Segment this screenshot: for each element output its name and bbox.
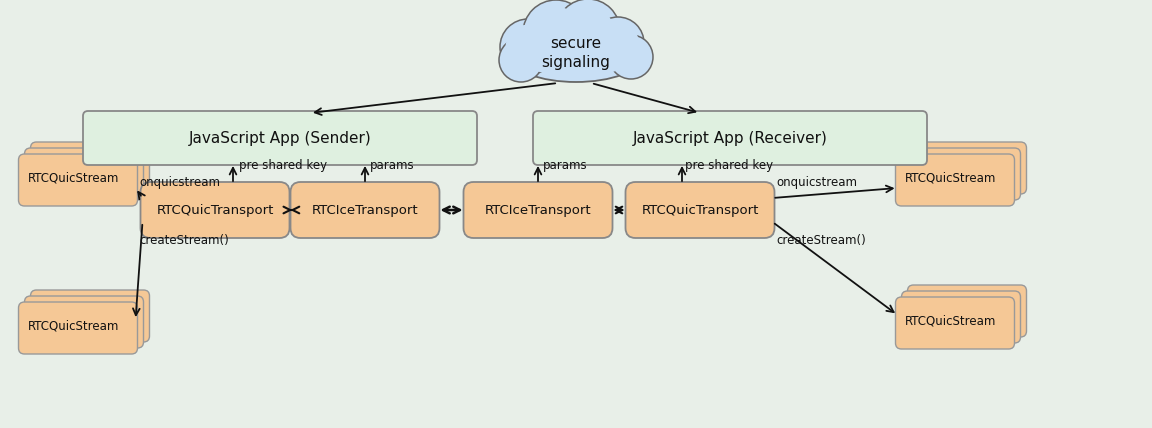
FancyBboxPatch shape [895,154,1015,206]
FancyBboxPatch shape [18,154,137,206]
Text: onquicstream: onquicstream [139,175,220,188]
Ellipse shape [517,38,635,76]
Circle shape [609,35,653,79]
Circle shape [530,6,583,59]
Circle shape [523,0,589,66]
Text: params: params [370,159,415,172]
FancyBboxPatch shape [626,182,774,238]
Circle shape [562,6,614,56]
FancyBboxPatch shape [902,148,1021,200]
Text: RTCQuicStream: RTCQuicStream [29,319,120,333]
FancyBboxPatch shape [895,297,1015,349]
Text: onquicstream: onquicstream [776,175,857,188]
Text: JavaScript App (Sender): JavaScript App (Sender) [189,131,371,146]
FancyBboxPatch shape [83,111,477,165]
Text: createStream(): createStream() [776,234,866,247]
FancyBboxPatch shape [533,111,927,165]
Circle shape [613,39,649,74]
Circle shape [503,42,539,77]
FancyBboxPatch shape [908,285,1026,337]
Ellipse shape [511,32,641,82]
Circle shape [506,24,551,69]
FancyBboxPatch shape [30,142,150,194]
Text: RTCIceTransport: RTCIceTransport [485,203,591,217]
Circle shape [592,17,644,69]
FancyBboxPatch shape [908,142,1026,194]
Circle shape [499,38,543,82]
Text: RTCQuicStream: RTCQuicStream [905,172,996,184]
Text: pre shared key: pre shared key [685,159,773,172]
FancyBboxPatch shape [902,291,1021,343]
Text: secure
signaling: secure signaling [541,36,611,70]
FancyBboxPatch shape [141,182,289,238]
Text: pre shared key: pre shared key [238,159,327,172]
Text: params: params [543,159,588,172]
FancyBboxPatch shape [24,148,144,200]
Circle shape [556,0,620,63]
Circle shape [597,22,639,64]
Circle shape [500,19,556,75]
Text: RTCIceTransport: RTCIceTransport [312,203,418,217]
FancyBboxPatch shape [24,296,144,348]
Text: JavaScript App (Receiver): JavaScript App (Receiver) [632,131,827,146]
FancyBboxPatch shape [290,182,440,238]
FancyBboxPatch shape [30,290,150,342]
Text: createStream(): createStream() [139,234,229,247]
Text: RTCQuicStream: RTCQuicStream [905,315,996,327]
FancyBboxPatch shape [463,182,613,238]
Text: RTCQuicStream: RTCQuicStream [29,172,120,184]
Text: RTCQuicTransport: RTCQuicTransport [642,203,759,217]
FancyBboxPatch shape [18,302,137,354]
Text: RTCQuicTransport: RTCQuicTransport [157,203,274,217]
